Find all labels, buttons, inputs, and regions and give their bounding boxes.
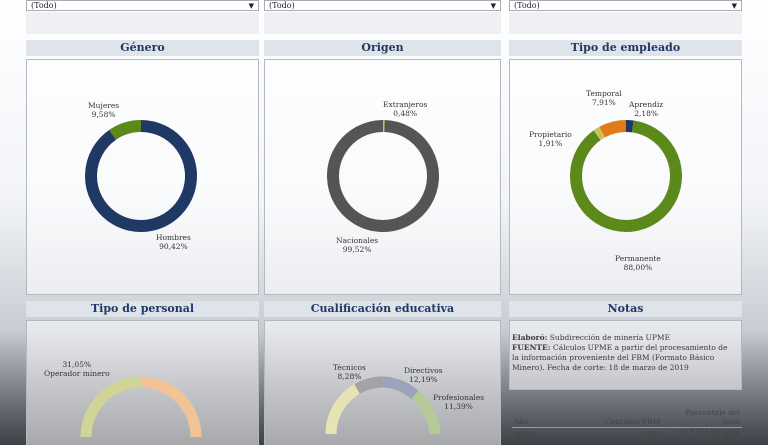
panel-title-tipo-empleado: Tipo de empleado bbox=[509, 40, 742, 56]
filter-dropdown-1[interactable]: (Todo) ▼ bbox=[26, 0, 259, 11]
notes-label-fuente: FUENTE: bbox=[512, 343, 551, 352]
chevron-down-icon[interactable]: ▼ bbox=[731, 2, 737, 10]
filter-dropdown-3[interactable]: (Todo) ▼ bbox=[509, 0, 742, 11]
fbm-table: Año Cantidad FBM Porcentaje del total de… bbox=[512, 408, 742, 444]
label-pct: 7,91% bbox=[591, 98, 616, 107]
label-aprendiz: Aprendiz 2,18% bbox=[629, 100, 663, 118]
label-name: Técnicos bbox=[333, 363, 366, 372]
label-name: Aprendiz bbox=[629, 100, 664, 109]
label-temporal: Temporal 7,91% bbox=[586, 89, 622, 107]
label-name: Temporal bbox=[586, 89, 622, 98]
donut-origen-slices bbox=[327, 120, 439, 232]
filter-area bbox=[509, 12, 742, 34]
label-name: Nacionales bbox=[336, 236, 379, 245]
filter-value: (Todo) bbox=[269, 1, 295, 10]
label-name: Profesionales bbox=[433, 393, 485, 402]
table-cell-cantidad: 2.652 bbox=[640, 430, 662, 439]
filter-value: (Todo) bbox=[31, 1, 57, 10]
label-name: Operador minero bbox=[44, 369, 110, 378]
donut-slice-mujeres[interactable] bbox=[109, 120, 142, 140]
table-header-porcentaje: Porcentaje del total de FBM anuales bbox=[672, 408, 740, 435]
label-profesionales: Profesionales 11,39% bbox=[433, 393, 484, 411]
label-pct: 8,28% bbox=[337, 372, 362, 381]
panel-genero bbox=[26, 59, 259, 295]
label-pct: 2,18% bbox=[634, 109, 659, 118]
panel-cualificacion bbox=[264, 320, 501, 445]
donut-genero-slices bbox=[85, 120, 197, 232]
table-header-porcentaje-line1: Porcentaje del total bbox=[685, 408, 740, 426]
label-propietario: Propietario 1,91% bbox=[529, 130, 572, 148]
label-pct: 90,42% bbox=[159, 242, 188, 251]
notes-line-4: Minero). Fecha de corte: 18 de marzo de … bbox=[512, 363, 689, 372]
chevron-down-icon[interactable]: ▼ bbox=[490, 2, 496, 10]
label-pct: 9,58% bbox=[91, 110, 116, 119]
notes-text: Elaboró: Subdirección de minería UPME FU… bbox=[512, 333, 738, 373]
filter-area bbox=[26, 12, 259, 34]
notes-elaboro-value: Subdirección de minería UPME bbox=[547, 333, 671, 342]
label-name: Extranjeros bbox=[383, 100, 428, 109]
notes-fuente-value: Cálculos UPME a partir del procesamiento… bbox=[550, 343, 728, 352]
panel-notas bbox=[509, 320, 742, 390]
panel-title-notas: Notas bbox=[509, 301, 742, 317]
panel-origen bbox=[264, 59, 501, 295]
label-name: Propietario bbox=[529, 130, 572, 139]
panel-tipo-personal bbox=[26, 320, 259, 445]
label-directivos: Directivos 12,19% bbox=[404, 366, 443, 384]
label-extranjeros: Extranjeros 0,48% bbox=[383, 100, 427, 118]
chevron-down-icon[interactable]: ▼ bbox=[248, 2, 254, 10]
panel-title-genero: Género bbox=[26, 40, 259, 56]
table-cell-porcentaje: 27,41% bbox=[711, 430, 740, 439]
panel-title-cualificacion: Cualificación educativa bbox=[264, 301, 501, 317]
donut-slice-hombres[interactable] bbox=[85, 120, 197, 232]
panel-tipo-empleado bbox=[509, 59, 742, 295]
donut-slice-permanente[interactable] bbox=[570, 120, 682, 232]
label-nacionales: Nacionales 99,52% bbox=[336, 236, 378, 254]
filter-dropdown-2[interactable]: (Todo) ▼ bbox=[264, 0, 501, 11]
label-operador-minero: 31,05% Operador minero bbox=[44, 360, 110, 378]
label-hombres: Hombres 90,42% bbox=[156, 233, 191, 251]
label-mujeres: Mujeres 9,58% bbox=[88, 101, 119, 119]
table-header-anio: Año bbox=[514, 417, 529, 426]
label-name: Directivos bbox=[404, 366, 443, 375]
label-pct: 11,39% bbox=[444, 402, 473, 411]
label-name: Mujeres bbox=[88, 101, 120, 110]
table-header-porcentaje-line2: de FBM anuales bbox=[678, 426, 740, 435]
label-permanente: Permanente 88,00% bbox=[615, 254, 661, 272]
notes-line-2: FUENTE: Cálculos UPME a partir del proce… bbox=[512, 343, 738, 353]
label-name: Permanente bbox=[615, 254, 661, 263]
label-name: Hombres bbox=[156, 233, 191, 242]
donut-slice-temporal[interactable] bbox=[599, 120, 627, 138]
donut-slice-propietario[interactable] bbox=[593, 126, 606, 141]
label-pct: 12,19% bbox=[409, 375, 438, 384]
donut-tipo-empleado-slices bbox=[570, 120, 682, 232]
panel-title-origen: Origen bbox=[264, 40, 501, 56]
label-pct: 88,00% bbox=[623, 263, 653, 272]
table-cell-anio: 2016 bbox=[514, 430, 534, 439]
table-divider bbox=[512, 427, 742, 428]
filter-value: (Todo) bbox=[514, 1, 540, 10]
label-tecnicos: Técnicos 8,28% bbox=[333, 363, 366, 381]
panel-title-tipo-personal: Tipo de personal bbox=[26, 301, 259, 317]
label-pct: 1,91% bbox=[538, 139, 563, 148]
label-pct: 99,52% bbox=[342, 245, 372, 254]
notes-line-1: Elaboró: Subdirección de minería UPME bbox=[512, 333, 738, 343]
notes-line-3: la información proveniente del FBM (Form… bbox=[512, 353, 715, 362]
filter-area bbox=[264, 12, 501, 34]
label-pct: 0,48% bbox=[393, 109, 418, 118]
donut-slice-nacionales[interactable] bbox=[327, 120, 439, 232]
label-pct: 31,05% bbox=[62, 360, 92, 369]
table-header-cantidad: Cantidad FBM bbox=[605, 417, 661, 426]
notes-label-elaboro: Elaboró: bbox=[512, 333, 548, 342]
